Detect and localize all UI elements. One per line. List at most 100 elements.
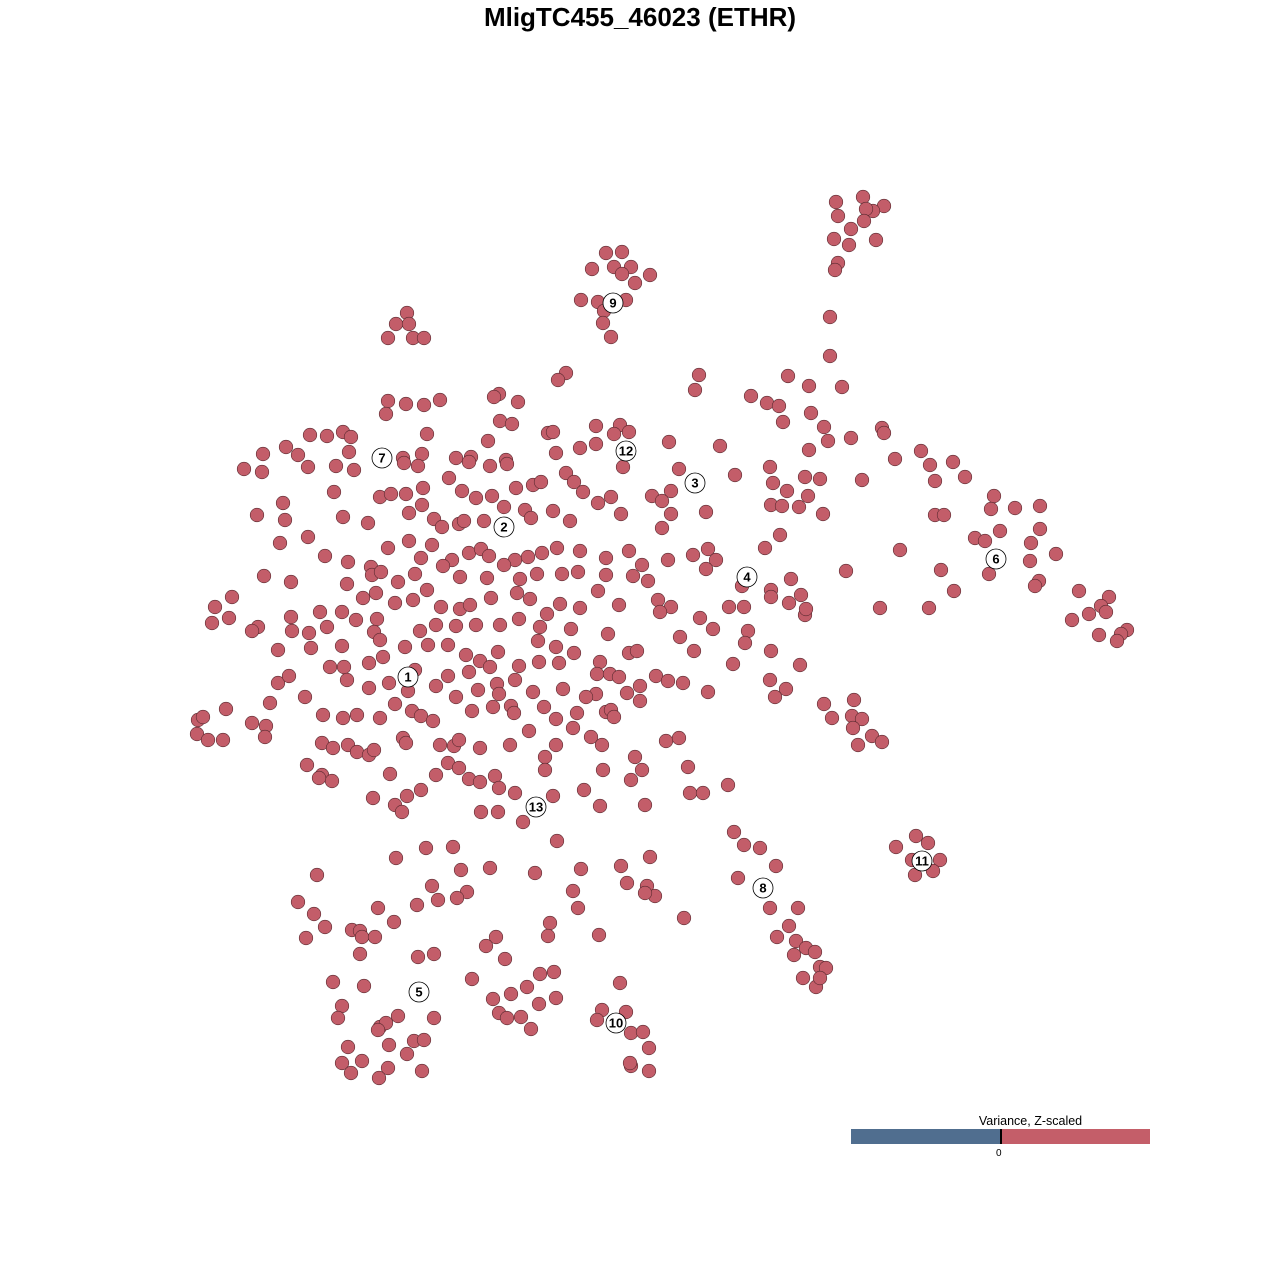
data-point [545, 788, 561, 804]
data-point [1032, 521, 1048, 537]
data-point [913, 443, 929, 459]
data-point [416, 330, 432, 346]
data-point [705, 621, 721, 637]
data-point [661, 434, 677, 450]
chart-title: MligTC455_46023 (ETHR) [483, 2, 797, 32]
data-point [484, 488, 500, 504]
data-point [399, 788, 415, 804]
data-point [708, 552, 724, 568]
data-point [775, 414, 791, 430]
data-point [946, 583, 962, 599]
cluster-label-marker [397, 666, 419, 688]
data-point [283, 609, 299, 625]
data-point [491, 780, 507, 796]
data-point [540, 928, 556, 944]
data-point [512, 571, 528, 587]
data-point [614, 244, 630, 260]
data-point [1027, 578, 1043, 594]
data-point [312, 604, 328, 620]
data-point [440, 637, 456, 653]
cluster-label-marker [602, 292, 624, 314]
data-point [531, 996, 547, 1012]
data-point [1064, 612, 1080, 628]
cluster-label-text: 8 [759, 881, 766, 896]
data-point [815, 506, 831, 522]
cluster-label-text: 9 [609, 296, 616, 311]
data-point [412, 623, 428, 639]
cluster-label-text: 5 [415, 985, 422, 1000]
data-point [658, 733, 674, 749]
data-point [298, 930, 314, 946]
data-point [795, 970, 811, 986]
data-point [414, 1063, 430, 1079]
data-point [449, 890, 465, 906]
data-point [511, 611, 527, 627]
data-point [648, 668, 664, 684]
data-point [634, 762, 650, 778]
data-point [328, 458, 344, 474]
data-point [986, 488, 1002, 504]
data-point [992, 523, 1008, 539]
data-point [769, 929, 785, 945]
data-point [548, 737, 564, 753]
data-point [922, 457, 938, 473]
data-point [591, 927, 607, 943]
data-point [637, 797, 653, 813]
data-point [511, 658, 527, 674]
data-point [846, 692, 862, 708]
data-point [497, 951, 513, 967]
data-point [828, 194, 844, 210]
data-point [270, 675, 286, 691]
cluster-label-3: 3 [684, 472, 706, 494]
data-point [355, 590, 371, 606]
data-point [695, 785, 711, 801]
data-point [448, 689, 464, 705]
colorbar-tick-label: 0 [996, 1148, 1002, 1159]
data-point [367, 929, 383, 945]
data-point [405, 592, 421, 608]
data-point [822, 348, 838, 364]
colorbar-legend: Variance, Z-scaled 0 [851, 1114, 1150, 1159]
data-point [482, 860, 498, 876]
data-point [788, 933, 804, 949]
cluster-label-2: 2 [493, 516, 515, 538]
data-point [297, 689, 313, 705]
data-point [448, 450, 464, 466]
data-point [522, 591, 538, 607]
data-point [485, 699, 501, 715]
data-point [874, 734, 890, 750]
cluster-label-13: 13 [525, 796, 547, 818]
data-point [335, 509, 351, 525]
cluster-label-marker [371, 447, 393, 469]
data-point [503, 986, 519, 1002]
data-point [365, 790, 381, 806]
data-point [570, 564, 586, 580]
data-point [414, 497, 430, 513]
data-point [381, 1037, 397, 1053]
data-point [845, 720, 861, 736]
data-point [850, 737, 866, 753]
data-point [300, 529, 316, 545]
data-point [420, 637, 436, 653]
data-point [534, 545, 550, 561]
data-point [572, 543, 588, 559]
data-point [687, 382, 703, 398]
data-point [675, 675, 691, 691]
data-point [792, 657, 808, 673]
data-point [1048, 546, 1064, 562]
data-point [1081, 606, 1097, 622]
data-point [635, 1024, 651, 1040]
data-point [565, 883, 581, 899]
data-point [458, 647, 474, 663]
cluster-label-text: 12 [619, 444, 633, 459]
cluster-label-text: 13 [529, 800, 543, 815]
data-point [621, 424, 637, 440]
data-point [549, 833, 565, 849]
data-point [396, 455, 412, 471]
data-point [793, 587, 809, 603]
data-point [462, 597, 478, 613]
data-point [398, 735, 414, 751]
data-point [360, 515, 376, 531]
data-point [798, 601, 814, 617]
data-point [343, 429, 359, 445]
